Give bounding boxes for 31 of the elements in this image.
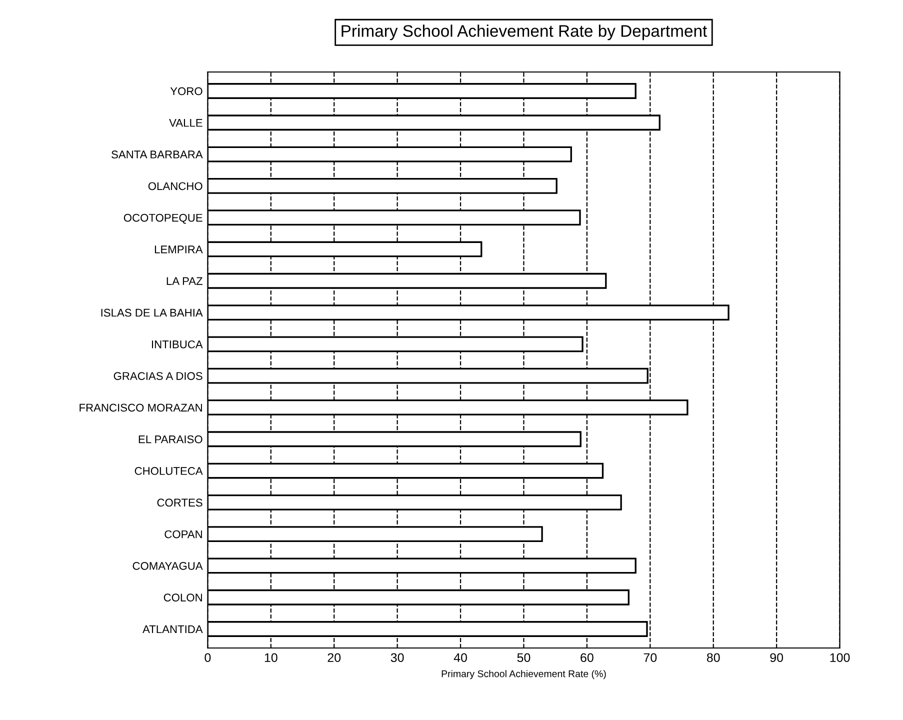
- y-tick-label: COPAN: [164, 530, 202, 538]
- y-tick-label: LEMPIRA: [154, 246, 203, 254]
- y-tick-label: COMAYAGUA: [132, 562, 203, 570]
- x-tick-label: 100: [830, 653, 850, 662]
- y-tick-label: ISLAS DE LA BAHIA: [101, 308, 203, 317]
- x-axis-title: Primary School Achievement Rate (%): [442, 670, 606, 680]
- x-tick-label: 10: [264, 653, 278, 662]
- y-tick-label: LA PAZ: [166, 277, 202, 285]
- x-tick-label: 80: [706, 653, 720, 662]
- y-tick-label: CORTES: [157, 498, 202, 507]
- y-tick-label: OCOTOPEQUE: [124, 214, 202, 224]
- x-tick-label: 40: [454, 653, 467, 662]
- y-tick-label: COLON: [164, 594, 202, 602]
- y-tick-label: OLANCHO: [148, 182, 202, 190]
- x-tick-label: 30: [390, 653, 404, 662]
- y-tick-label: GRACIAS A DIOS: [114, 372, 202, 380]
- y-tick-label: VALLE: [169, 119, 202, 127]
- x-tick-label: 60: [580, 653, 594, 662]
- y-tick-label: EL PARAISO: [138, 435, 202, 444]
- y-tick-label: FRANCISCO MORAZAN: [80, 404, 202, 412]
- y-tick-label: CHOLUTECA: [134, 467, 203, 475]
- y-tick-label: SANTA BARBARA: [112, 150, 203, 158]
- x-tick-label: 70: [644, 653, 657, 662]
- x-tick-label: 90: [770, 653, 784, 662]
- y-tick-label: INTIBUCA: [152, 340, 203, 348]
- y-tick-label: YORO: [170, 87, 202, 96]
- chart-title: Primary School Achievement Rate by Department: [342, 24, 708, 40]
- x-tick-label: 0: [204, 653, 211, 662]
- y-tick-label: ATLANTIDA: [142, 625, 203, 634]
- x-tick-label: 50: [517, 653, 530, 662]
- x-tick-label: 20: [328, 653, 341, 662]
